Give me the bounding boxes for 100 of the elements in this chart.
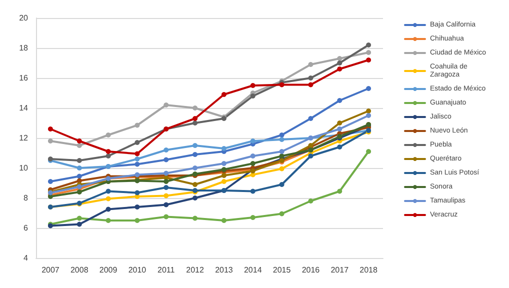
point <box>134 190 140 196</box>
point <box>279 82 284 88</box>
y-tick-label: 16 <box>19 74 29 82</box>
x-tick-label: 2007 <box>42 266 60 274</box>
y-tick-label: 18 <box>19 44 29 52</box>
point <box>337 144 342 150</box>
y-tick-label: 4 <box>24 254 29 262</box>
point <box>337 60 342 66</box>
point <box>164 179 169 184</box>
point <box>164 157 169 162</box>
point <box>134 162 140 167</box>
point <box>134 218 140 223</box>
point <box>221 179 226 184</box>
point <box>106 206 111 212</box>
point <box>106 188 111 194</box>
point <box>366 149 372 154</box>
point <box>192 166 198 170</box>
x-tick-label: 2010 <box>128 266 147 274</box>
point <box>76 222 82 227</box>
point <box>308 76 314 80</box>
point <box>366 108 372 114</box>
point <box>337 126 342 132</box>
point <box>48 126 53 132</box>
point <box>250 83 256 88</box>
point <box>48 179 53 184</box>
x-tick-label: 2016 <box>302 266 320 274</box>
point <box>279 211 284 216</box>
point <box>164 214 169 220</box>
point <box>192 196 198 200</box>
point <box>221 161 226 166</box>
point <box>250 188 256 194</box>
point <box>250 138 256 144</box>
x-tick-label: 2013 <box>215 266 234 274</box>
point <box>134 122 140 128</box>
point <box>337 98 342 103</box>
point <box>366 86 372 91</box>
point <box>308 82 314 88</box>
y-tick-label: 8 <box>24 194 29 202</box>
point <box>76 158 82 163</box>
point <box>106 149 111 154</box>
point <box>308 116 314 121</box>
point <box>76 143 82 148</box>
y-tick-label: 10 <box>19 164 29 172</box>
point <box>337 120 342 126</box>
point <box>134 156 140 162</box>
point <box>279 182 284 187</box>
x-tick-label: 2012 <box>186 266 204 274</box>
point <box>221 146 226 151</box>
point <box>221 218 226 223</box>
point <box>279 154 284 158</box>
point <box>76 174 82 179</box>
point <box>164 102 169 108</box>
point <box>337 66 342 72</box>
point <box>164 148 169 152</box>
point <box>76 184 82 190</box>
point <box>106 154 111 158</box>
point <box>366 50 372 55</box>
point <box>250 154 256 158</box>
point <box>134 151 140 156</box>
point <box>106 132 111 138</box>
point <box>134 204 140 210</box>
point <box>192 106 198 110</box>
point <box>192 216 198 221</box>
point <box>366 58 372 62</box>
point <box>250 94 256 98</box>
point <box>164 185 169 190</box>
point <box>279 137 284 142</box>
point <box>76 216 82 221</box>
point <box>308 198 314 204</box>
point <box>221 173 226 178</box>
point <box>337 188 342 194</box>
point <box>164 170 169 176</box>
x-tick-label: 2014 <box>244 266 262 274</box>
point <box>250 161 256 166</box>
point <box>366 42 372 48</box>
point <box>279 166 284 172</box>
x-tick-label: 2009 <box>99 266 118 274</box>
point <box>76 138 82 144</box>
point <box>366 113 372 118</box>
x-tick-label: 2011 <box>158 266 176 274</box>
point <box>76 190 82 194</box>
point <box>76 166 82 170</box>
point <box>337 56 342 61</box>
point <box>308 154 314 158</box>
point <box>164 202 169 208</box>
y-tick-label: 12 <box>19 134 29 142</box>
y-tick-label: 20 <box>19 14 29 22</box>
y-tick-label: 6 <box>24 224 29 232</box>
point <box>192 120 198 126</box>
x-tick-label: 2017 <box>330 266 350 274</box>
point <box>106 196 111 202</box>
point <box>192 143 198 148</box>
point <box>308 62 314 67</box>
point <box>192 182 198 187</box>
point <box>192 116 198 121</box>
point <box>106 218 111 223</box>
point <box>192 152 198 157</box>
y-tick-label: 14 <box>19 104 29 112</box>
point <box>221 92 226 97</box>
point <box>279 132 284 138</box>
